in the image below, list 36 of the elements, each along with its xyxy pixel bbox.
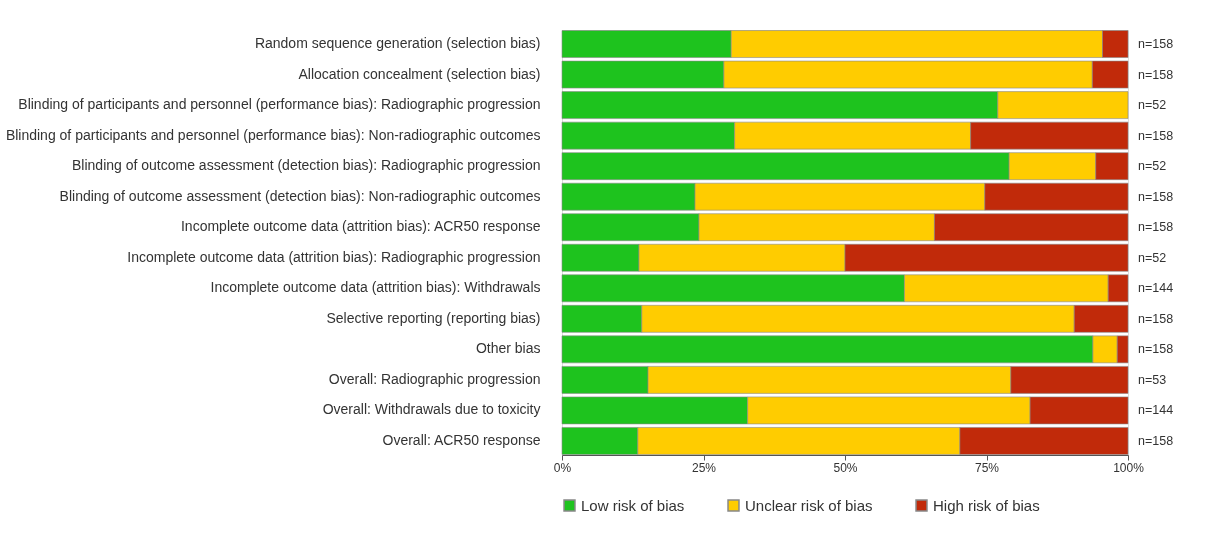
x-tick-label: 0%: [553, 460, 572, 475]
legend-label: Unclear risk of bias: [745, 496, 873, 514]
text: n=144: [1138, 403, 1174, 418]
text: n=144: [1138, 281, 1174, 296]
text: n=158: [1138, 67, 1174, 82]
text: n=158: [1138, 433, 1174, 448]
text: n=53: [1138, 372, 1167, 387]
text: n=158: [1138, 128, 1174, 143]
y-tick-label: Overall: Withdrawals due to toxicity: [322, 401, 541, 418]
x-tick-label: 75%: [974, 460, 1000, 475]
y-tick-label: Incomplete outcome data (attrition bias): ACR50 response: [180, 218, 541, 235]
y-tick-label: Blinding of participants and personnel (performance bias): Radiographic progression: [18, 96, 541, 113]
x-tick-label: 50%: [833, 460, 858, 475]
legend-label: Low risk of bias: [581, 496, 685, 514]
x-tick-label: 100%: [1113, 460, 1145, 475]
y-tick-label: Blinding of outcome assessment (detection bias): Non-radiographic outcomes: [59, 187, 541, 204]
x-tick-label: 25%: [691, 460, 717, 475]
text: n=158: [1138, 37, 1174, 52]
legend-label: High risk of bias: [933, 496, 1040, 514]
text: n=52: [1138, 159, 1167, 174]
y-tick-label: Selective reporting (reporting bias): [326, 309, 541, 326]
text: n=52: [1138, 250, 1167, 265]
text: n=158: [1138, 220, 1174, 235]
text: n=158: [1138, 342, 1174, 357]
text: n=158: [1138, 311, 1174, 326]
text: n=52: [1138, 98, 1167, 113]
y-tick-label: Incomplete outcome data (attrition bias): Radiographic progression: [127, 248, 541, 265]
y-tick-label: Blinding of participants and personnel (performance bias): Non-radiographic outcomes: [5, 126, 541, 143]
y-tick-label: Blinding of outcome assessment (detection bias): Radiographic progression: [72, 157, 541, 174]
y-tick-label: Incomplete outcome data (attrition bias): Withdrawals: [210, 279, 541, 296]
y-tick-label: Overall: Radiographic progression: [328, 370, 541, 387]
y-tick-label: Overall: ACR50 response: [382, 431, 541, 448]
y-tick-label: Other bias: [475, 340, 541, 357]
y-tick-label: Allocation concealment (selection bias): [298, 65, 541, 82]
text: n=158: [1138, 189, 1174, 204]
y-tick-label: Random sequence generation (selection bias): [254, 35, 541, 52]
